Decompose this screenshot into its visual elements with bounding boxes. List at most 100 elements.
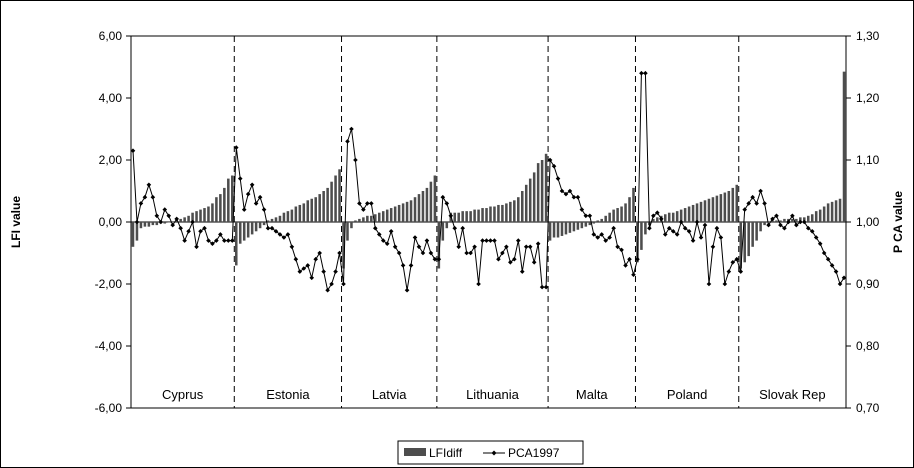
pca-point bbox=[349, 126, 354, 132]
lfi-bar bbox=[751, 222, 754, 247]
pca-point bbox=[817, 241, 823, 246]
lfi-bar bbox=[540, 160, 544, 222]
pca-point bbox=[412, 235, 418, 240]
lfi-bar bbox=[258, 222, 262, 229]
pca-point bbox=[563, 191, 569, 197]
lfi-bar bbox=[588, 222, 592, 226]
pca-point bbox=[210, 241, 215, 246]
pca-point bbox=[714, 225, 720, 231]
pca-point bbox=[476, 281, 481, 287]
lfi-bar bbox=[314, 197, 317, 222]
lfi-bar bbox=[524, 184, 528, 222]
lfi-bar bbox=[532, 172, 536, 222]
pca-point bbox=[742, 207, 748, 212]
pca-point bbox=[249, 182, 255, 188]
lfi-bar bbox=[298, 204, 302, 222]
lfi-bar bbox=[600, 218, 603, 222]
country-label: Poland bbox=[667, 387, 707, 402]
pca-point bbox=[825, 256, 831, 262]
y2-tick-label: 0,80 bbox=[856, 339, 880, 353]
lfi-bar bbox=[393, 206, 397, 222]
pca-point bbox=[361, 207, 366, 212]
lfi-bar bbox=[803, 217, 806, 222]
pca-point bbox=[543, 284, 549, 290]
lfi-bar bbox=[520, 191, 524, 222]
lfi-bar bbox=[262, 222, 266, 226]
lfi-bar bbox=[417, 194, 421, 222]
lfi-bar bbox=[763, 222, 766, 226]
pca-point bbox=[202, 225, 207, 231]
lfi-bar bbox=[223, 187, 226, 222]
lfi-bar bbox=[135, 222, 139, 241]
lfi-bar bbox=[211, 203, 214, 222]
lfi-bar bbox=[509, 201, 512, 222]
lfi-bar bbox=[715, 195, 719, 222]
pca-point bbox=[813, 235, 819, 240]
pca-point bbox=[519, 269, 525, 274]
pca-point bbox=[241, 207, 247, 212]
pca-point bbox=[480, 238, 485, 243]
lfi-bar bbox=[270, 218, 274, 222]
lfi-bar bbox=[155, 222, 159, 226]
y-tick-label: -4,00 bbox=[95, 339, 123, 353]
lfi-bar bbox=[810, 214, 814, 222]
lfi-bar bbox=[628, 197, 631, 222]
lfi-bar bbox=[489, 206, 492, 222]
pca-point bbox=[531, 260, 537, 265]
lfi-bar bbox=[461, 211, 464, 222]
pca-point bbox=[794, 222, 799, 228]
lfi-bar bbox=[711, 197, 715, 222]
country-label: Lithuania bbox=[466, 387, 520, 402]
y2-tick-label: 0,90 bbox=[856, 277, 880, 291]
lfi-bar bbox=[795, 218, 798, 222]
pca-point bbox=[257, 194, 263, 200]
pca-point bbox=[174, 216, 179, 222]
lfi-bar bbox=[322, 191, 325, 222]
pca-point bbox=[150, 194, 156, 200]
pca-point bbox=[762, 201, 767, 206]
lfi-bar bbox=[425, 187, 429, 222]
lfi-bar bbox=[616, 208, 619, 222]
pca-point bbox=[678, 219, 684, 225]
country-label: Latvia bbox=[372, 387, 407, 402]
pca-point bbox=[555, 176, 561, 181]
pca-point bbox=[261, 207, 267, 212]
pca-point bbox=[559, 188, 565, 194]
lfi-bar bbox=[556, 222, 560, 238]
pca-point bbox=[686, 229, 692, 234]
lfi-bar bbox=[227, 178, 230, 222]
lfi-bar bbox=[481, 208, 484, 222]
pca-point bbox=[313, 256, 319, 262]
lfi-bar bbox=[437, 222, 441, 269]
pca-point bbox=[833, 269, 839, 274]
pca-point bbox=[380, 238, 386, 243]
pca-point bbox=[801, 219, 807, 225]
pca-point bbox=[702, 222, 708, 228]
pca-point bbox=[277, 232, 283, 237]
lfi-bar bbox=[318, 194, 321, 222]
lfi-bar bbox=[370, 215, 373, 222]
lfi-bar bbox=[723, 192, 727, 222]
pca-point bbox=[186, 229, 191, 234]
pca-point bbox=[595, 235, 601, 240]
pca-point bbox=[670, 229, 676, 234]
lfi-bar bbox=[294, 206, 298, 222]
pca-point bbox=[142, 194, 148, 200]
pca-point bbox=[154, 213, 160, 219]
pca-point bbox=[484, 238, 489, 243]
lfi-bar bbox=[302, 203, 306, 222]
pca-point bbox=[599, 232, 605, 237]
pca-point bbox=[551, 163, 557, 169]
pca-point bbox=[285, 232, 291, 237]
lfi-bar bbox=[747, 222, 750, 257]
pca-point bbox=[666, 225, 672, 231]
lfi-bar bbox=[334, 175, 337, 222]
lfi-bar bbox=[409, 200, 413, 222]
lfi-bar bbox=[652, 218, 655, 222]
lfi-bar bbox=[389, 208, 393, 222]
lfi-bar bbox=[640, 222, 643, 250]
pca-point bbox=[404, 287, 410, 293]
pca-point bbox=[130, 148, 136, 153]
y-tick-label: 0,00 bbox=[99, 215, 123, 229]
